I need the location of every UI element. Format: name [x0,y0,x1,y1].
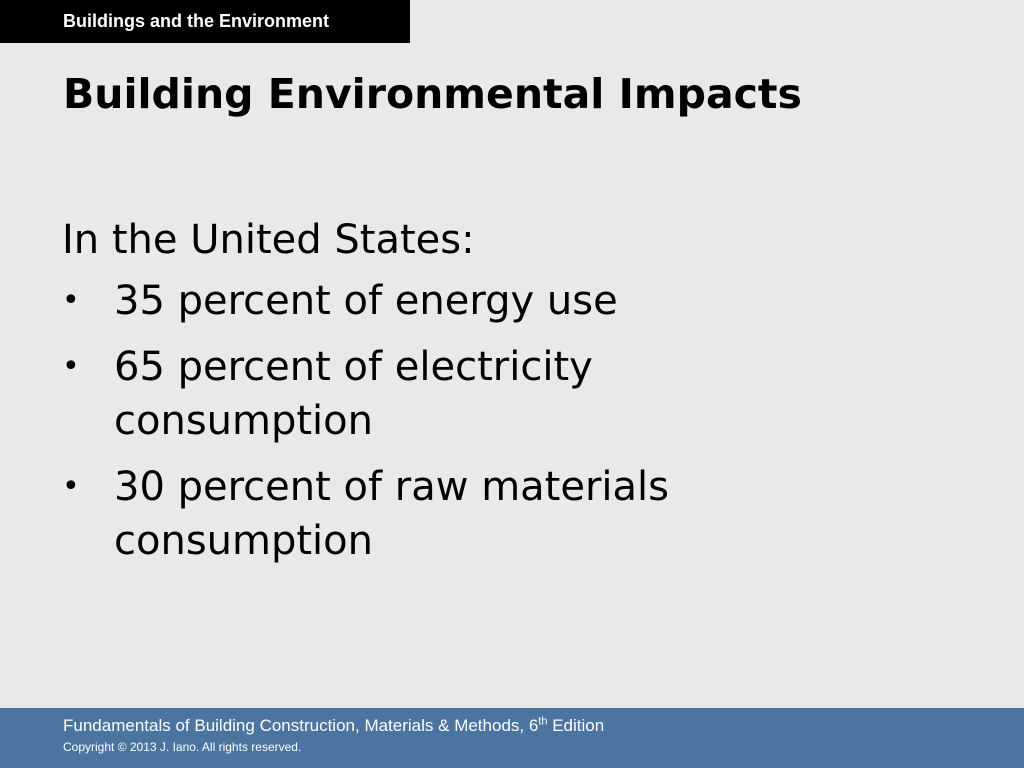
slide-content: In the United States: • 35 percent of en… [62,212,962,580]
footer-bar: Fundamentals of Building Construction, M… [0,708,1024,768]
book-title: Fundamentals of Building Construction, M… [63,716,604,736]
bullet-item-raw-materials: • 30 percent of raw materials consumptio… [62,460,962,568]
bullet-icon: • [62,469,80,504]
section-tag: Buildings and the Environment [0,0,410,43]
book-title-prefix: Fundamentals of Building Construction, M… [63,716,539,735]
slide-title: Building Environmental Impacts [63,70,802,118]
bullet-text: 30 percent of raw materials consumption [114,464,669,564]
bullet-item-energy: • 35 percent of energy use [62,274,962,328]
bullet-icon: • [62,349,80,384]
copyright-notice: Copyright © 2013 J. Iano. All rights res… [63,740,302,754]
bullet-icon: • [62,283,80,318]
bullet-list: • 35 percent of energy use • 65 percent … [62,274,962,568]
bullet-item-electricity: • 65 percent of electricity consumption [62,340,962,448]
edition-suffix: Edition [547,716,605,735]
bullet-text: 65 percent of electricity consumption [114,344,593,444]
edition-superscript: th [538,715,548,728]
bullet-text: 35 percent of energy use [114,278,618,324]
intro-text: In the United States: [62,217,475,263]
